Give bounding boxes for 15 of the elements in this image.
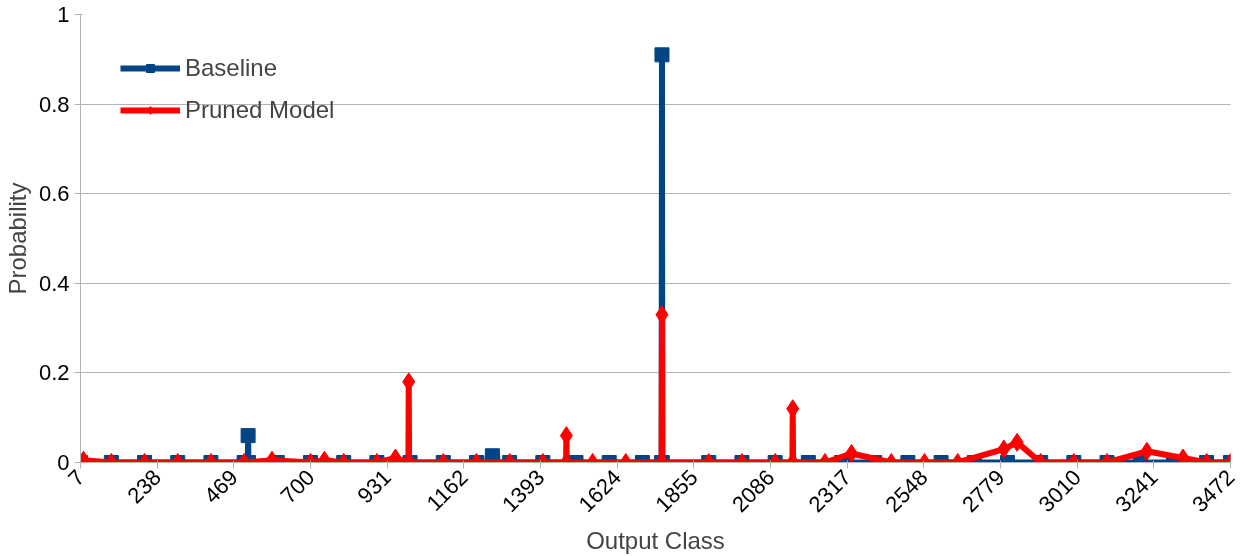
legend-label: Pruned Model — [185, 96, 335, 124]
point — [654, 47, 670, 63]
x-tick-label: 238 — [122, 464, 167, 509]
x-tick-label: 469 — [199, 464, 243, 509]
y-tick-label: 0.6 — [38, 181, 70, 207]
x-tick-label: 700 — [275, 464, 320, 509]
y-tick-label: 0.4 — [38, 270, 70, 296]
y-tick-label: 0.2 — [38, 360, 70, 386]
y-tick-label: 1 — [57, 2, 70, 27]
y-tick-label: 0 — [57, 450, 70, 475]
x-axis-title: Output Class — [586, 526, 725, 554]
legend-label: Baseline — [185, 54, 278, 82]
y-axis-title: Probability — [3, 182, 31, 295]
x-tick-label: 931 — [352, 464, 397, 509]
y-tick-label: 0.8 — [38, 91, 70, 117]
